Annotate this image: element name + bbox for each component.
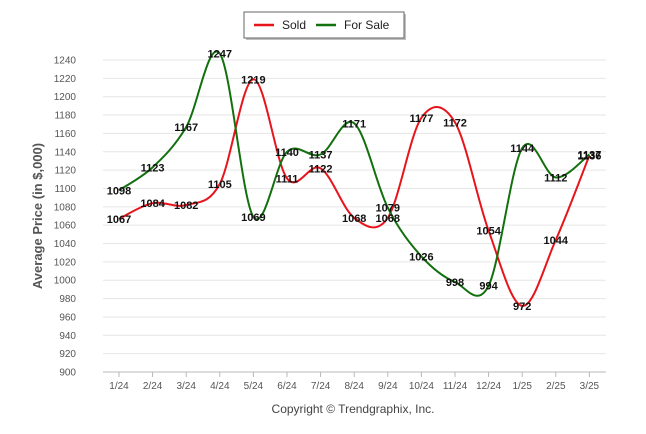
data-label: 972 xyxy=(513,301,531,313)
data-label: 1026 xyxy=(409,251,433,263)
x-tick-label: 3/24 xyxy=(176,381,196,392)
y-tick-label: 980 xyxy=(59,294,76,305)
y-tick-label: 1000 xyxy=(54,276,77,287)
data-label: 1111 xyxy=(276,173,299,185)
grid-lines xyxy=(103,59,606,355)
data-label: 1067 xyxy=(107,214,131,226)
y-tick-label: 1180 xyxy=(54,111,76,122)
data-label: 1054 xyxy=(476,226,501,238)
series-line-for-sale xyxy=(118,50,591,297)
data-label: 1098 xyxy=(107,185,131,197)
data-label: 1044 xyxy=(544,235,569,247)
data-label: 1172 xyxy=(443,117,467,129)
data-label: 1079 xyxy=(376,203,400,215)
x-axis-ticks: 1/24 2/24 3/24 4/24 5/24 6/24 7/24 8/24 9/24 10/2… xyxy=(109,372,600,392)
data-label: 1068 xyxy=(376,213,400,225)
x-tick-label: 1/24 xyxy=(109,381,129,392)
x-tick-label: 10/24 xyxy=(409,381,434,392)
data-label: 1219 xyxy=(241,74,265,86)
data-label: 1082 xyxy=(174,200,198,212)
legend-sold-label: Sold xyxy=(282,18,306,32)
data-label: 1171 xyxy=(342,118,366,130)
y-axis-label: Average Price (in $,000) xyxy=(30,143,45,289)
data-label: 1140 xyxy=(275,147,299,159)
x-tick-label: 2/25 xyxy=(546,381,566,392)
x-tick-label: 6/24 xyxy=(277,381,297,392)
data-label: 1137 xyxy=(309,150,333,162)
data-label: 1247 xyxy=(208,49,232,61)
y-tick-label: 940 xyxy=(59,331,76,342)
data-labels: 1067 1084 1082 1105 1219 1111 1122 1068 1068 1177… xyxy=(107,49,602,313)
x-tick-label: 1/25 xyxy=(512,381,532,392)
data-label: 1144 xyxy=(510,143,535,155)
copyright-text: Copyright © Trendgraphix, Inc. xyxy=(272,402,435,416)
y-tick-label: 1160 xyxy=(54,129,76,140)
legend[interactable]: Sold For Sale xyxy=(243,11,406,40)
x-tick-label: 5/24 xyxy=(244,381,264,392)
series-lines xyxy=(118,50,591,307)
data-label: 1137 xyxy=(577,150,601,162)
y-tick-label: 960 xyxy=(59,312,76,323)
data-label: 1123 xyxy=(141,162,165,174)
x-tick-label: 11/24 xyxy=(443,381,468,392)
y-tick-label: 1020 xyxy=(54,257,77,268)
data-label: 1068 xyxy=(342,213,366,225)
data-label: 994 xyxy=(479,281,498,293)
data-label: 1084 xyxy=(140,198,165,210)
y-tick-label: 900 xyxy=(59,368,76,379)
y-tick-label: 1200 xyxy=(54,92,77,103)
data-label: 1105 xyxy=(208,179,232,191)
data-label: 1136 xyxy=(577,150,601,162)
x-tick-label: 8/24 xyxy=(344,381,364,392)
x-tick-label: 2/24 xyxy=(143,381,163,392)
x-tick-label: 7/24 xyxy=(311,381,331,392)
y-tick-label: 1240 xyxy=(54,56,77,67)
data-label: 1112 xyxy=(544,172,567,184)
y-tick-label: 1120 xyxy=(54,166,76,177)
y-tick-label: 1040 xyxy=(54,239,77,250)
series-line-sold xyxy=(118,78,591,307)
x-tick-label: 4/24 xyxy=(210,381,230,392)
x-tick-label: 9/24 xyxy=(378,381,398,392)
data-label: 1177 xyxy=(409,113,433,125)
data-label: 1122 xyxy=(309,163,333,175)
x-tick-label: 3/25 xyxy=(580,381,600,392)
y-tick-label: 920 xyxy=(59,349,76,360)
data-label: 998 xyxy=(446,277,464,289)
x-tick-label: 12/24 xyxy=(476,381,501,392)
y-axis-ticks: 900 920 940 960 980 1000 1020 1040 1060 1080 1100 1… xyxy=(54,56,77,379)
y-tick-label: 1140 xyxy=(54,147,76,158)
data-label: 1069 xyxy=(241,212,265,224)
y-tick-label: 1100 xyxy=(54,184,76,195)
legend-for-sale-label: For Sale xyxy=(344,18,390,32)
y-tick-label: 1060 xyxy=(54,221,77,232)
data-label: 1167 xyxy=(174,122,198,134)
y-tick-label: 1080 xyxy=(54,202,77,213)
y-tick-label: 1220 xyxy=(54,74,77,85)
